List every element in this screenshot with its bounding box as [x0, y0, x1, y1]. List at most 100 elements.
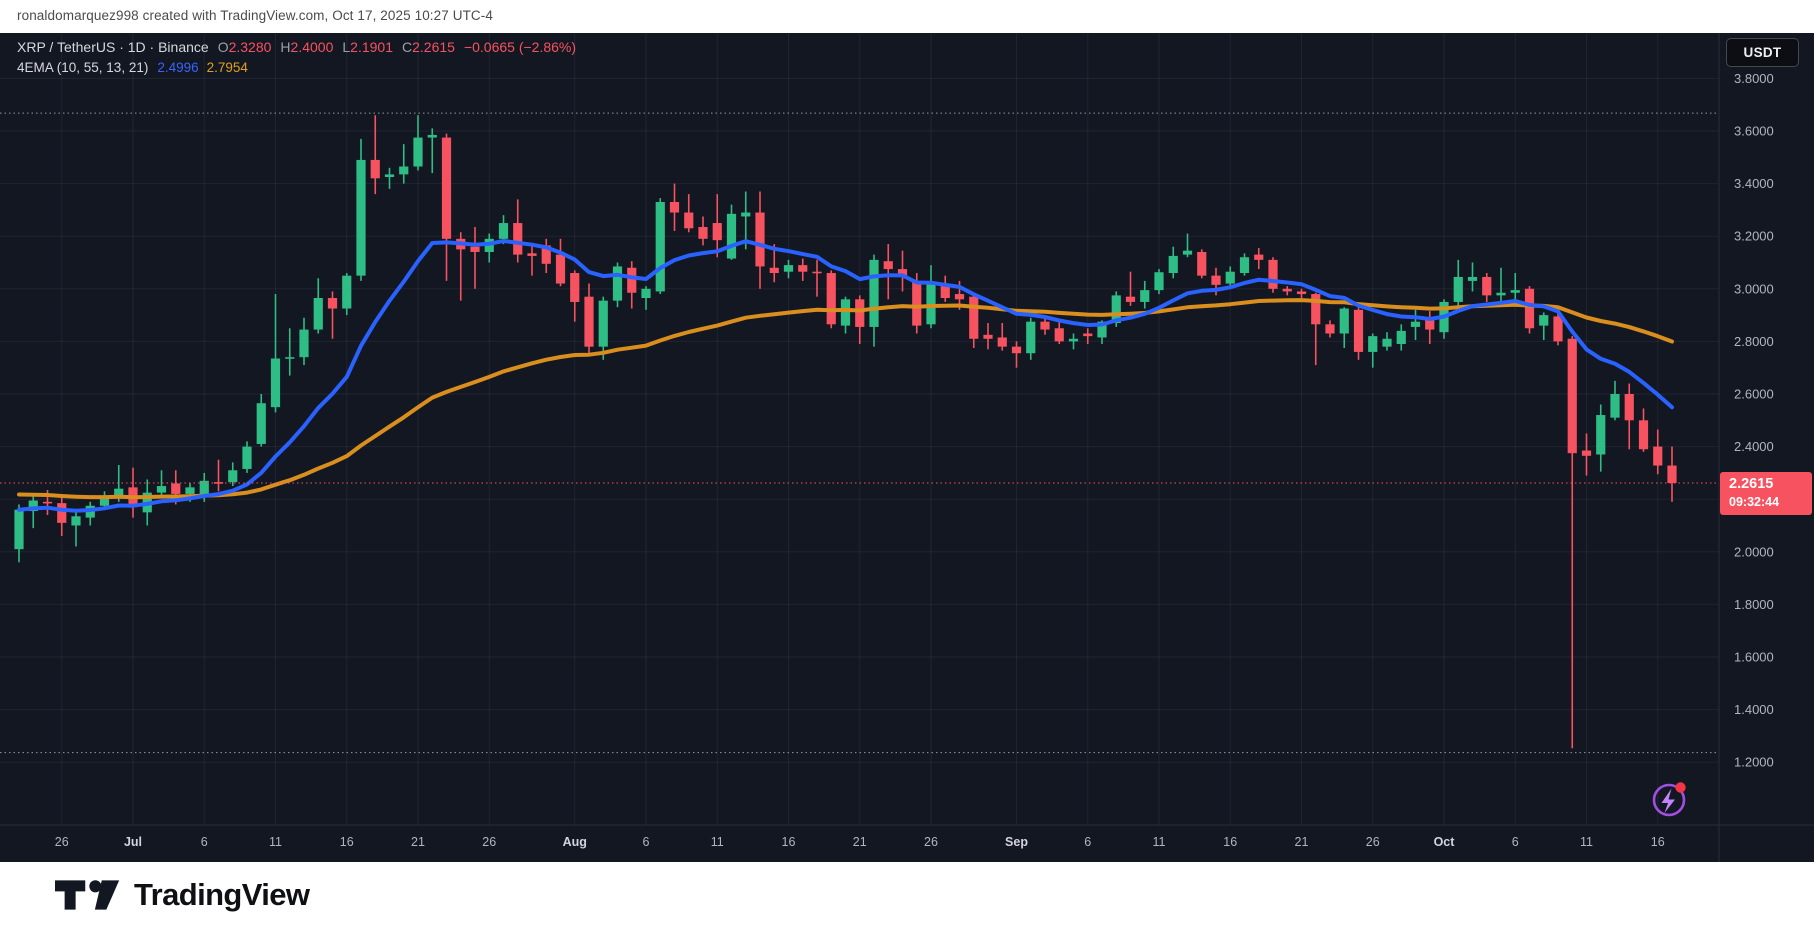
- price-axis-label[interactable]: 3.4000: [1734, 176, 1774, 191]
- candle-body: [755, 212, 765, 267]
- candle-body: [1339, 308, 1349, 334]
- candle-body: [1097, 321, 1107, 338]
- candle-body: [712, 223, 722, 241]
- candle-body: [855, 299, 865, 327]
- price-axis-label[interactable]: 3.2000: [1734, 229, 1774, 244]
- time-axis-label[interactable]: 26: [1366, 835, 1380, 849]
- candle-body: [1638, 420, 1649, 450]
- tradingview-logo[interactable]: TradingView: [55, 876, 310, 914]
- time-axis-label[interactable]: 6: [1084, 835, 1091, 849]
- candle-body: [769, 267, 779, 274]
- currency-toggle-button[interactable]: USDT: [1726, 38, 1799, 67]
- time-axis-label[interactable]: 16: [1223, 835, 1237, 849]
- candle-body: [983, 334, 993, 339]
- time-axis-label[interactable]: 26: [924, 835, 938, 849]
- candle-body: [28, 500, 38, 512]
- candle-body: [1624, 394, 1634, 421]
- candle-body: [1197, 251, 1207, 276]
- candle-body: [1482, 276, 1492, 296]
- candle-body: [741, 212, 751, 217]
- candle-body: [270, 358, 281, 408]
- price-axis-label[interactable]: 1.8000: [1734, 597, 1774, 612]
- candle-body: [427, 134, 437, 138]
- time-axis-label[interactable]: 16: [1651, 835, 1665, 849]
- time-axis-label[interactable]: 26: [55, 835, 69, 849]
- candle-body: [684, 212, 694, 229]
- candle-body: [783, 265, 794, 272]
- time-axis-label[interactable]: Aug: [563, 835, 587, 849]
- boost-button[interactable]: [1652, 782, 1686, 817]
- candle-body: [42, 501, 53, 504]
- candle-body: [1068, 338, 1079, 342]
- time-axis-label[interactable]: 26: [482, 835, 496, 849]
- candle-body: [1311, 294, 1321, 325]
- candle-body: [940, 283, 950, 299]
- candle-body: [327, 298, 338, 309]
- price-axis-label[interactable]: 3.8000: [1734, 71, 1774, 86]
- time-axis-label[interactable]: 11: [269, 835, 282, 849]
- price-axis-label[interactable]: 2.0000: [1734, 544, 1774, 559]
- candle-body: [1111, 295, 1121, 323]
- candle-body: [840, 299, 851, 326]
- candle-body: [228, 470, 238, 483]
- candle-body: [1040, 321, 1050, 330]
- time-axis-label[interactable]: 11: [1153, 835, 1166, 849]
- time-axis-label[interactable]: 6: [643, 835, 650, 849]
- candle-body: [997, 337, 1007, 347]
- time-axis-label[interactable]: Sep: [1005, 835, 1028, 849]
- time-axis-label[interactable]: 11: [711, 835, 724, 849]
- candle-body: [285, 357, 295, 359]
- candle-body: [199, 480, 209, 497]
- time-axis-label[interactable]: 21: [1295, 835, 1309, 849]
- candle-body: [1225, 271, 1235, 284]
- time-axis-label[interactable]: 21: [411, 835, 425, 849]
- candle-body: [698, 226, 708, 239]
- candle-body: [1026, 321, 1036, 354]
- candle-body: [1083, 333, 1093, 337]
- time-axis-label[interactable]: Jul: [124, 835, 142, 849]
- candle-body: [1368, 336, 1378, 352]
- price-axis-label[interactable]: 2.8000: [1734, 334, 1774, 349]
- candle-body: [969, 296, 979, 339]
- ema-fast-line: [17, 238, 1674, 513]
- candle-body: [1453, 276, 1463, 302]
- candle-body: [1140, 290, 1150, 302]
- candle-body: [1510, 290, 1520, 293]
- price-axis-label[interactable]: 1.4000: [1734, 702, 1774, 717]
- time-axis-label[interactable]: 6: [1512, 835, 1519, 849]
- candle-body: [171, 483, 181, 494]
- candle-body: [1610, 394, 1620, 418]
- price-axis-label[interactable]: 3.6000: [1734, 124, 1774, 139]
- time-axis-label[interactable]: 6: [201, 835, 208, 849]
- candle-body: [1282, 288, 1292, 292]
- candle-body: [242, 446, 252, 469]
- current-price-badge: 2.2615 09:32:44: [1720, 472, 1812, 515]
- time-axis-label[interactable]: 21: [853, 835, 867, 849]
- lightning-bolt-icon: [1661, 788, 1675, 813]
- candle-body: [413, 137, 423, 167]
- candle-body: [57, 503, 67, 523]
- candle-body: [869, 259, 879, 327]
- price-axis-label[interactable]: 2.4000: [1734, 439, 1774, 454]
- time-axis-label[interactable]: Oct: [1434, 835, 1456, 849]
- price-axis-label[interactable]: 3.0000: [1734, 281, 1774, 296]
- boost-ring-icon: [1652, 783, 1686, 817]
- candle-body: [399, 166, 409, 175]
- price-axis-label[interactable]: 1.2000: [1734, 755, 1774, 770]
- candle-body: [641, 288, 651, 299]
- candle-body: [14, 509, 24, 550]
- footer-bar: TradingView: [0, 862, 1814, 928]
- candle-body: [541, 245, 551, 264]
- candle-body: [1353, 309, 1364, 352]
- price-axis-label[interactable]: 1.6000: [1734, 650, 1774, 665]
- time-axis-label[interactable]: 16: [782, 835, 796, 849]
- time-axis-label[interactable]: 11: [1580, 835, 1593, 849]
- candle-body: [883, 261, 893, 270]
- candle-body: [1396, 330, 1406, 345]
- candle-body: [498, 223, 509, 239]
- candle-body: [726, 213, 737, 259]
- time-axis-label[interactable]: 16: [340, 835, 354, 849]
- price-axis-label[interactable]: 2.6000: [1734, 387, 1774, 402]
- candlestick-chart[interactable]: 3.8000 3.6000 3.4000 3.2000 3.0000 2.8000 2.60…: [0, 33, 1814, 862]
- candle-body: [513, 223, 523, 255]
